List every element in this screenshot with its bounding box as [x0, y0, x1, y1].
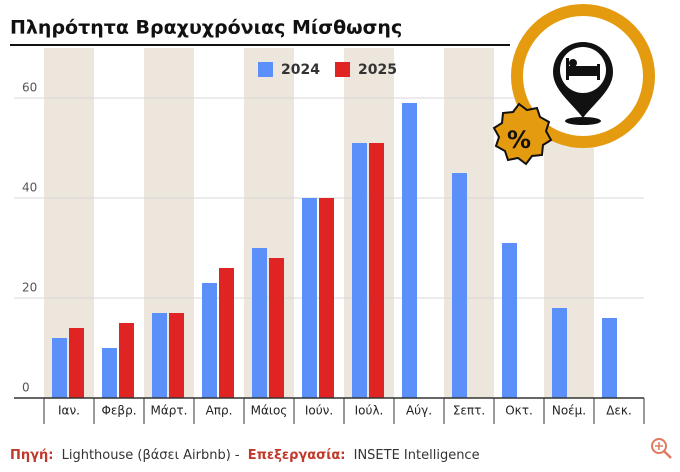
bar — [402, 103, 417, 398]
legend-swatch — [258, 62, 273, 77]
y-tick-label: 0 — [22, 381, 30, 395]
x-tick-label: Ιαν. — [58, 404, 80, 418]
bar — [202, 283, 217, 398]
x-tick-label: Μάρτ. — [151, 404, 188, 418]
bar — [552, 308, 567, 398]
bar — [152, 313, 167, 398]
x-tick-label: Ιούλ. — [355, 404, 384, 418]
y-tick-label: 60 — [22, 81, 37, 95]
processing-label: Επεξεργασία: — [248, 448, 346, 463]
x-tick-label: Σεπτ. — [453, 404, 485, 418]
zoom-icon[interactable] — [651, 438, 672, 459]
y-tick-label: 20 — [22, 281, 37, 295]
legend-label: 2025 — [358, 62, 397, 78]
bar — [169, 313, 184, 398]
x-tick-label: Μάιος — [251, 404, 288, 418]
logo: % — [492, 4, 655, 166]
x-tick-label: Δεκ. — [606, 404, 632, 418]
bar — [369, 143, 384, 398]
x-tick-label: Νοέμ. — [552, 404, 586, 418]
x-tick-label: Απρ. — [206, 404, 233, 418]
bar — [52, 338, 67, 398]
legend-swatch — [335, 62, 350, 77]
x-tick-label: Οκτ. — [505, 404, 533, 418]
column-band — [444, 48, 494, 398]
bar — [119, 323, 134, 398]
bar — [502, 243, 517, 398]
x-tick-label: Αύγ. — [406, 404, 432, 418]
bar — [602, 318, 617, 398]
footer: Πηγή: Lighthouse (βάσει Airbnb) - Επεξερ… — [10, 448, 480, 463]
bar — [452, 173, 467, 398]
legend-label: 2024 — [281, 62, 320, 78]
source-text: Lighthouse (βάσει Airbnb) - — [62, 448, 240, 463]
source-label: Πηγή: — [10, 448, 53, 463]
bar — [69, 328, 84, 398]
bar — [319, 198, 334, 398]
processing-text: INSETE Intelligence — [354, 448, 480, 463]
bar — [252, 248, 267, 398]
bar — [219, 268, 234, 398]
bar — [302, 198, 317, 398]
x-tick-label: Φεβρ. — [101, 404, 136, 418]
x-tick-label: Ιούν. — [305, 404, 333, 418]
bar — [269, 258, 284, 398]
bar — [352, 143, 367, 398]
plot-area: 0 20 40 60 Ιαν. Φεβρ. Μάρτ. Απρ. Μάιος Ιούν. Ιούλ.… — [14, 48, 645, 424]
bar — [102, 348, 117, 398]
chart-title: Πληρότητα Βραχυχρόνιας Μίσθωσης — [10, 17, 402, 39]
y-tick-label: 40 — [22, 181, 37, 195]
svg-text:%: % — [507, 126, 531, 154]
